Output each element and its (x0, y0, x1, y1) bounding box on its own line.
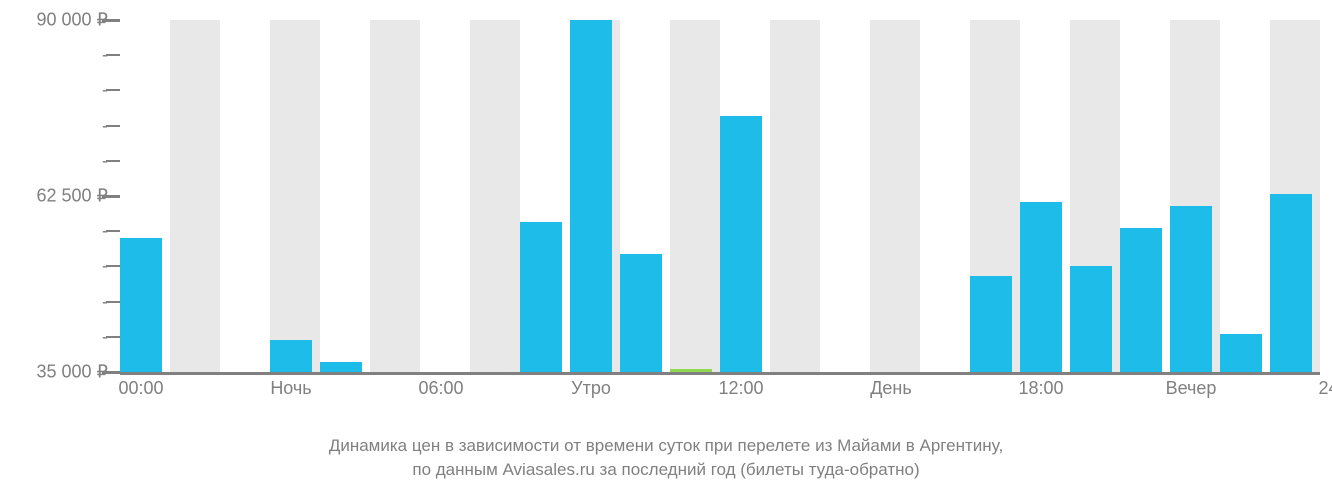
hour-gridline (770, 20, 820, 372)
y-tick-minor (106, 54, 120, 56)
hour-gridline (270, 20, 320, 372)
x-axis-label: 12:00 (718, 378, 763, 399)
hour-slot (420, 20, 470, 372)
price-bar-cheapest[interactable] (670, 369, 712, 372)
y-tick-minor (106, 265, 120, 267)
hour-gridline (370, 20, 420, 372)
hour-slot (220, 20, 270, 372)
hour-slot (370, 20, 420, 372)
price-bar[interactable] (570, 20, 612, 372)
x-axis-label: 24:00 (1318, 378, 1332, 399)
x-axis-label: Вечер (1166, 378, 1217, 399)
y-tick-minor (106, 336, 120, 338)
x-axis-label: 06:00 (418, 378, 463, 399)
y-tick-minor (106, 301, 120, 303)
y-tick-major (102, 371, 120, 374)
hour-slot (920, 20, 970, 372)
price-bar[interactable] (1020, 202, 1062, 372)
x-axis-label: День (870, 378, 912, 399)
hour-slot (1070, 20, 1120, 372)
hour-gridline (170, 20, 220, 372)
hour-slot (870, 20, 920, 372)
price-by-hour-chart: 90 000 ₽62 500 ₽35 000 ₽-------- 00:00Но… (0, 0, 1332, 502)
price-bar[interactable] (320, 362, 362, 372)
x-axis-label: Утро (571, 378, 611, 399)
hour-slot (1270, 20, 1320, 372)
hour-slot (670, 20, 720, 372)
hour-slot (270, 20, 320, 372)
y-axis-label: 35 000 ₽ (36, 362, 108, 383)
y-tick-major (102, 195, 120, 198)
hour-gridline (870, 20, 920, 372)
price-bar[interactable] (1120, 228, 1162, 372)
hour-slot (720, 20, 770, 372)
price-bar[interactable] (270, 340, 312, 372)
hour-slot (1120, 20, 1170, 372)
hour-slot (970, 20, 1020, 372)
hour-slot (770, 20, 820, 372)
hour-slot (170, 20, 220, 372)
price-bar[interactable] (120, 238, 162, 372)
y-axis-label: 62 500 ₽ (36, 186, 108, 207)
x-axis: 00:00Ночь06:00Утро12:00День18:00Вечер24:… (120, 378, 1320, 406)
hour-slot (620, 20, 670, 372)
price-bar[interactable] (720, 116, 762, 372)
plot-area (120, 20, 1320, 375)
y-tick-minor (106, 230, 120, 232)
hour-slot (570, 20, 620, 372)
price-bar[interactable] (1270, 194, 1312, 372)
y-tick-minor (106, 160, 120, 162)
hour-slot (820, 20, 870, 372)
hour-gridline (470, 20, 520, 372)
hour-slot (470, 20, 520, 372)
price-bar[interactable] (1070, 266, 1112, 372)
price-bar[interactable] (970, 276, 1012, 372)
y-axis: 90 000 ₽62 500 ₽35 000 ₽-------- (0, 0, 112, 502)
x-axis-label: 00:00 (118, 378, 163, 399)
price-bar[interactable] (520, 222, 562, 372)
hour-slot (1020, 20, 1070, 372)
price-bar[interactable] (1220, 334, 1262, 372)
price-bar[interactable] (620, 254, 662, 372)
y-tick-minor (106, 89, 120, 91)
hour-gridline (670, 20, 720, 372)
x-axis-label: 18:00 (1018, 378, 1063, 399)
price-bar[interactable] (1170, 206, 1212, 372)
chart-caption-line1: Динамика цен в зависимости от времени су… (0, 436, 1332, 456)
hour-slot (1220, 20, 1270, 372)
hour-slot (1170, 20, 1220, 372)
hour-slot (320, 20, 370, 372)
chart-caption-line2: по данным Aviasales.ru за последний год … (0, 460, 1332, 480)
y-tick-major (102, 19, 120, 22)
y-tick-minor (106, 125, 120, 127)
hour-slot (520, 20, 570, 372)
hour-slot (120, 20, 170, 372)
x-axis-label: Ночь (270, 378, 311, 399)
y-axis-label: 90 000 ₽ (36, 10, 108, 31)
